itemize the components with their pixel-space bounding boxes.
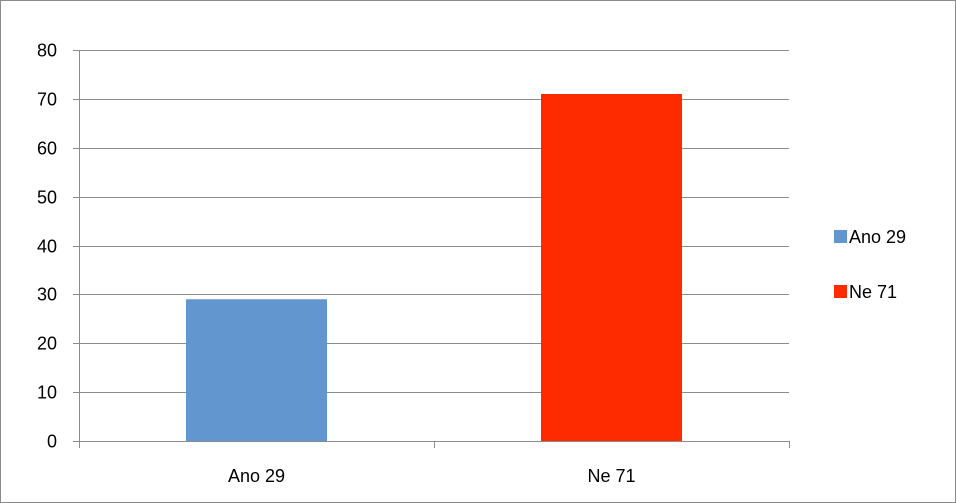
y-tick-label: 40 [37,237,57,257]
y-tick-label: 50 [37,188,57,208]
legend-label: Ne 71 [849,282,897,302]
bars [186,93,682,442]
x-tick-label: Ano 29 [228,466,285,486]
y-tick-label: 0 [47,432,57,452]
y-tick-label: 70 [37,90,57,110]
legend-swatch [834,285,847,298]
y-tick-label: 80 [37,41,57,61]
bar [186,299,327,441]
y-tick-label: 10 [37,383,57,403]
x-tick-label: Ne 71 [587,466,635,486]
legend-label: Ano 29 [849,227,906,247]
bar [541,93,682,442]
y-tick-label: 30 [37,285,57,305]
y-tick-label: 60 [37,139,57,159]
y-tick-labels: 0 10 20 30 40 50 60 70 80 [37,41,57,452]
legend: Ano 29 Ne 71 [834,227,906,302]
legend-swatch [834,230,847,243]
axes [73,50,790,448]
gridlines [79,50,789,393]
x-tick-labels: Ano 29 Ne 71 [228,466,636,486]
y-tick-label: 20 [37,334,57,354]
